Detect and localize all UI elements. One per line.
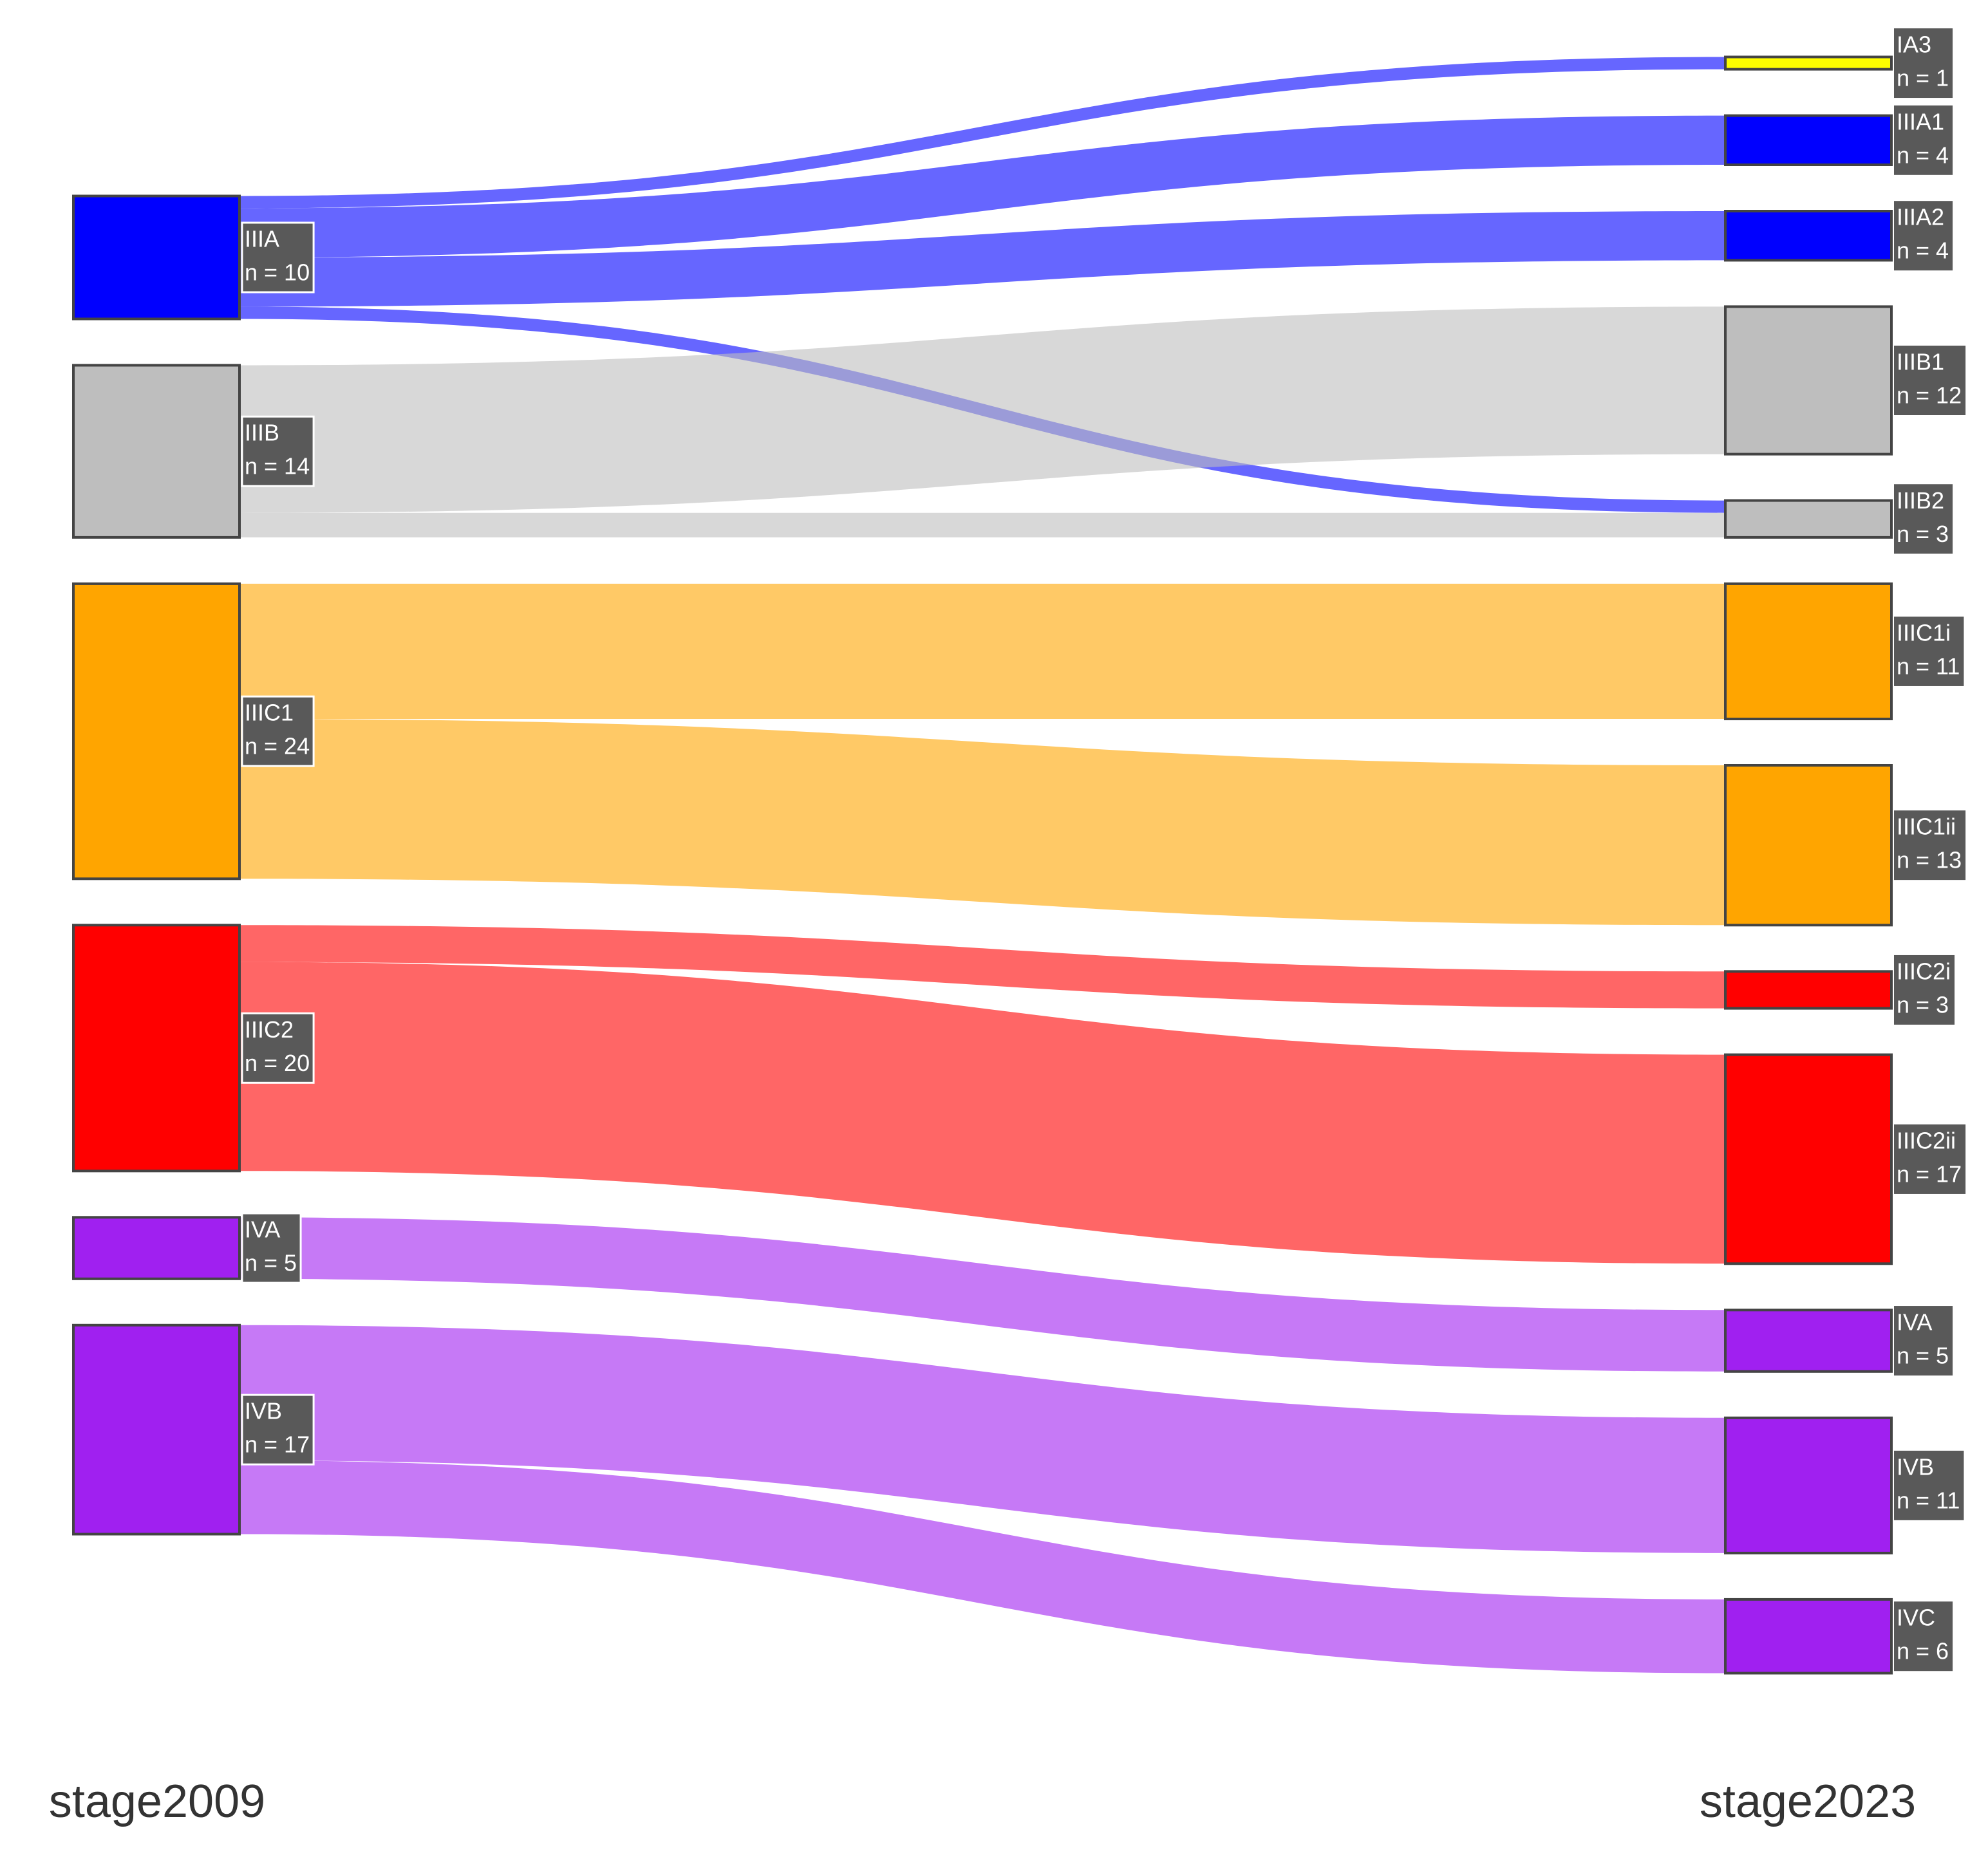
flow [239, 512, 1725, 537]
node-name: IIIC2 [245, 1016, 294, 1043]
node [1724, 114, 1893, 167]
node-name: IVA [245, 1216, 280, 1243]
node-count: n = 17 [245, 1431, 310, 1458]
node-count: n = 4 [1897, 142, 1949, 168]
node-count: n = 1 [1897, 65, 1949, 91]
label-box [1894, 955, 1955, 1025]
label-box [1894, 1306, 1953, 1376]
node-count: n = 17 [1897, 1161, 1962, 1187]
flow [239, 1460, 1725, 1673]
flow [239, 1325, 1725, 1553]
node-count: n = 10 [245, 259, 310, 286]
node [72, 1323, 241, 1536]
flow [239, 57, 1725, 209]
node-count: n = 3 [1897, 521, 1949, 547]
node-count: n = 5 [1897, 1343, 1949, 1369]
node-name: IIIC1 [245, 700, 294, 726]
flow [239, 211, 1725, 307]
label-box [1894, 346, 1966, 415]
node-count: n = 24 [245, 733, 310, 760]
node-name: IVC [1897, 1605, 1935, 1631]
flow [239, 1217, 1725, 1372]
node [1724, 499, 1893, 539]
node [1724, 764, 1893, 927]
label-box [1894, 1450, 1964, 1520]
label-box [1894, 484, 1953, 554]
node-name: IIIA [245, 226, 279, 252]
node-name: IIIB1 [1897, 349, 1944, 375]
node-name: IIIA2 [1897, 204, 1944, 230]
node-count: n = 13 [1897, 847, 1962, 873]
node-count: n = 4 [1897, 238, 1949, 264]
label-box [1894, 105, 1953, 175]
flow [239, 306, 1725, 513]
node-name: IA3 [1897, 32, 1931, 58]
flows [239, 57, 1725, 1673]
node-name: IIIA1 [1897, 108, 1944, 135]
label-box [241, 1012, 315, 1084]
node [72, 364, 241, 539]
node-count: n = 14 [245, 453, 310, 480]
label-box [1894, 810, 1966, 881]
node [72, 924, 241, 1173]
node [1724, 1416, 1893, 1554]
label-box [1894, 616, 1964, 686]
node-count: n = 12 [1897, 382, 1962, 409]
flow [239, 719, 1725, 926]
flow [239, 962, 1725, 1264]
node [72, 1216, 241, 1280]
node [72, 582, 241, 881]
node-count: n = 20 [245, 1050, 310, 1076]
node-name: IIIC1i [1897, 619, 1951, 646]
flow [239, 583, 1725, 719]
node-count: n = 5 [245, 1250, 297, 1276]
node-name: IIIC1ii [1897, 814, 1956, 840]
node [1724, 970, 1893, 1010]
node-name: IIIB [245, 420, 279, 446]
node [1724, 305, 1893, 456]
node-name: IIIB2 [1897, 487, 1944, 514]
node-name: IIIC2ii [1897, 1127, 1956, 1153]
node [1724, 1053, 1893, 1265]
node [1724, 1309, 1893, 1373]
axis-label: stage2023 [1700, 1776, 1916, 1827]
node [1724, 210, 1893, 262]
node-count: n = 3 [1897, 991, 1949, 1018]
node [1724, 582, 1893, 721]
node-name: IVB [245, 1398, 282, 1424]
node-name: IVB [1897, 1453, 1934, 1480]
label-box [1894, 1124, 1966, 1194]
label-box [241, 415, 315, 487]
flow [239, 115, 1725, 257]
flow [239, 925, 1725, 1009]
node [1724, 1598, 1893, 1675]
node-name: IVA [1897, 1309, 1932, 1336]
label-box [241, 1394, 315, 1466]
label-box [241, 1212, 302, 1284]
label-box [1894, 1601, 1953, 1672]
nodes: IIIA n = 10 IIIB n = 14 IIIC1 n = 24 IIIC2 n = … [72, 28, 1966, 1675]
axis-label: stage2009 [49, 1776, 265, 1827]
label-box [1894, 201, 1953, 271]
label-box [1894, 28, 1953, 98]
label-box [241, 695, 315, 767]
node-count: n = 6 [1897, 1638, 1949, 1664]
node [1724, 55, 1893, 71]
node-count: n = 11 [1897, 653, 1960, 679]
node [72, 194, 241, 321]
node-name: IIIC2i [1897, 958, 1951, 984]
node-count: n = 11 [1897, 1487, 1960, 1513]
label-box [241, 221, 315, 294]
